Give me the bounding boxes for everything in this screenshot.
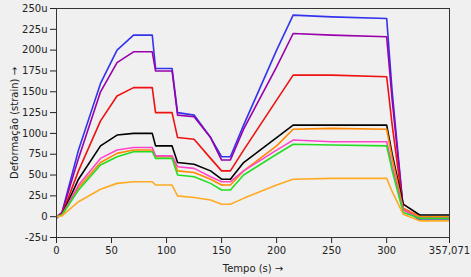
svg-text:357,071: 357,071: [429, 245, 470, 256]
svg-text:200u: 200u: [22, 44, 47, 55]
svg-text:25u: 25u: [28, 190, 47, 201]
svg-text:175u: 175u: [22, 65, 47, 76]
svg-text:0: 0: [53, 245, 59, 256]
svg-text:50u: 50u: [28, 169, 47, 180]
svg-text:225u: 225u: [22, 24, 47, 35]
svg-text:125u: 125u: [22, 107, 47, 118]
svg-text:100: 100: [157, 245, 176, 256]
svg-text:150u: 150u: [22, 86, 47, 97]
svg-text:50: 50: [105, 245, 118, 256]
svg-text:75u: 75u: [28, 148, 47, 159]
svg-text:100u: 100u: [22, 128, 47, 139]
svg-text:0: 0: [41, 211, 47, 222]
svg-text:150: 150: [212, 245, 231, 256]
svg-text:Deformação (strain) →: Deformação (strain) →: [9, 67, 20, 179]
svg-text:-25u: -25u: [25, 232, 48, 243]
svg-text:200: 200: [267, 245, 286, 256]
svg-text:300: 300: [377, 245, 396, 256]
svg-text:250: 250: [322, 245, 341, 256]
svg-text:Tempo (s) →: Tempo (s) →: [222, 263, 284, 274]
svg-text:250u: 250u: [22, 3, 47, 14]
